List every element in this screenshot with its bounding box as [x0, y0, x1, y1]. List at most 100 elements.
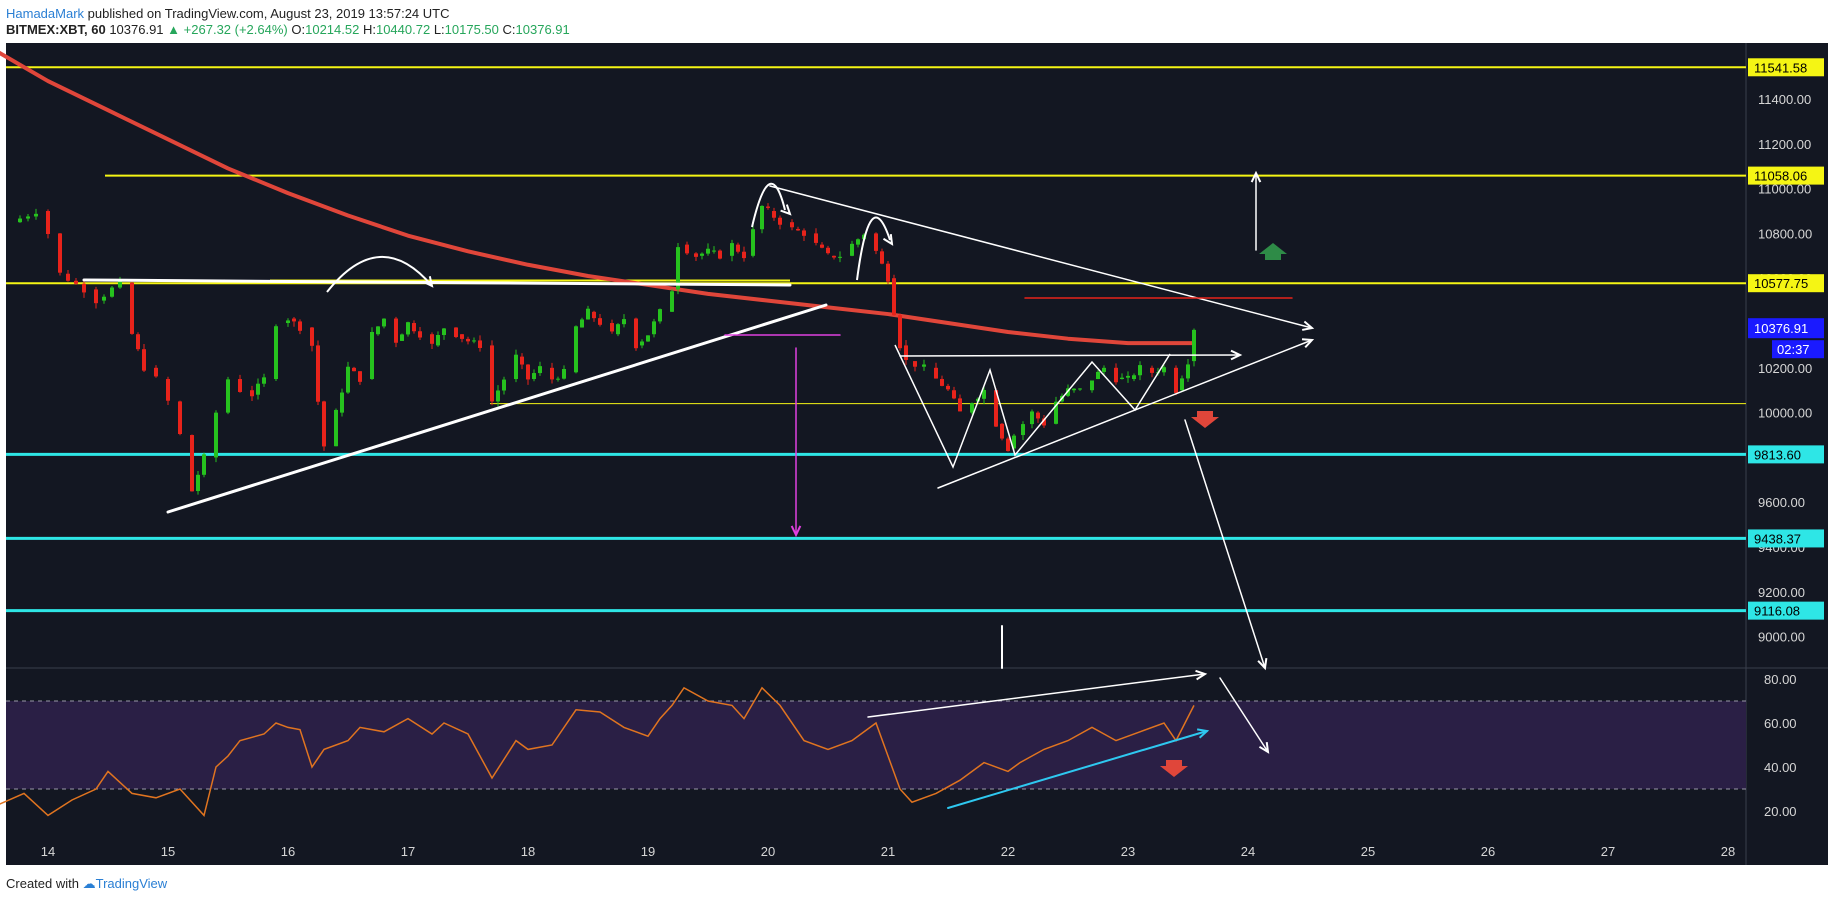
target-down-arrow [1184, 419, 1266, 669]
candles-group [18, 203, 1196, 495]
candle-up [622, 319, 626, 325]
price-tick-label-1: 11200.00 [1758, 137, 1811, 152]
candle-up [436, 335, 440, 346]
candle-down [66, 273, 70, 281]
candle-up [580, 319, 584, 328]
top-arc-2 [856, 216, 891, 281]
tradingview-logo-icon[interactable]: ☁ [82, 876, 96, 891]
close-key: C: [502, 22, 516, 37]
published-text: published on TradingView.com, August 23,… [87, 6, 450, 21]
time-tick-label-14: 28 [1721, 844, 1735, 859]
candle-down [904, 345, 908, 360]
candle-up [970, 403, 974, 413]
candle-up [712, 250, 716, 252]
candle-down [352, 367, 356, 372]
up-arrow-icon: ▲ [167, 22, 181, 37]
time-tick-label-9: 23 [1121, 844, 1135, 859]
range-line-head [1230, 349, 1243, 361]
symbol-label: BITMEX:XBT, 60 [6, 22, 106, 37]
price-tick-label-12: 9000.00 [1758, 630, 1805, 645]
level-tag-label-3: 9813.60 [1754, 447, 1801, 462]
time-tick-label-8: 22 [1001, 844, 1015, 859]
candle-up [1021, 424, 1025, 436]
rsi-divergence-top-head [1195, 669, 1208, 681]
candle-up [982, 390, 986, 399]
time-tick-label-6: 20 [761, 844, 775, 859]
candle-up [838, 256, 842, 258]
candle-up [118, 279, 122, 288]
candle-up [706, 248, 710, 254]
candle-up [1090, 380, 1094, 391]
candle-up [1078, 388, 1082, 390]
candle-up [382, 318, 386, 327]
candle-up [274, 326, 278, 380]
candle-up [700, 253, 704, 256]
publish-info: HamadaMark published on TradingView.com,… [6, 6, 450, 22]
author-link[interactable]: HamadaMark [6, 6, 85, 21]
level-tag-label-5: 9116.08 [1754, 604, 1800, 619]
candle-down [796, 228, 800, 231]
time-tick-label-13: 27 [1601, 844, 1615, 859]
candle-down [74, 280, 78, 284]
candle-down [520, 356, 524, 365]
rsi-red-down-arrow-icon [1160, 760, 1188, 777]
candle-down [814, 233, 818, 243]
target-down-arrow-head [1257, 657, 1268, 671]
candle-up [214, 412, 218, 458]
time-tick-label-12: 26 [1481, 844, 1495, 859]
magenta-down-arrow-head [790, 525, 802, 538]
candle-down [898, 315, 902, 349]
candle-down [322, 401, 326, 447]
pattern-zigzag [894, 344, 1171, 469]
candle-up [1192, 329, 1196, 362]
candle-up [346, 366, 350, 393]
candle-up [196, 474, 200, 492]
candle-down [880, 251, 884, 264]
candle-up [502, 379, 506, 391]
candle-down [598, 318, 602, 325]
candle-down [310, 327, 314, 346]
countdown-tag [1772, 340, 1824, 359]
level-tag-1 [1748, 166, 1824, 185]
price-tick-label-7: 10000.00 [1758, 406, 1812, 421]
candle-down [826, 247, 830, 254]
tradingview-brand[interactable]: TradingView [95, 876, 168, 891]
low-key: L: [433, 22, 445, 37]
candle-down [82, 283, 86, 293]
candle-down [478, 340, 482, 348]
level-tag-label-2: 10577.75 [1754, 276, 1808, 291]
last-price-tag-label: 10376.91 [1754, 321, 1808, 336]
candle-down [430, 334, 434, 344]
candle-down [832, 255, 836, 258]
candle-down [958, 398, 962, 412]
low-value: 10175.50 [444, 22, 499, 37]
candle-up [340, 392, 344, 413]
change-text: +267.32 (+2.64%) [183, 22, 288, 37]
candle-down [994, 390, 998, 427]
candle-up [496, 390, 500, 402]
time-tick-label-3: 17 [401, 844, 415, 859]
candle-down [820, 244, 824, 248]
candle-up [574, 326, 578, 373]
rsi-divergence-bottom-head [1196, 728, 1210, 739]
symbol-info: BITMEX:XBT, 60 10376.91 ▲ +267.32 (+2.64… [6, 22, 570, 38]
rsi-down-arrow-head [1258, 741, 1270, 754]
rsi-line [0, 686, 1195, 817]
candle-down [130, 282, 134, 334]
target-up-arrow-head [1250, 170, 1262, 183]
candle-down [460, 334, 464, 339]
candle-down [154, 367, 158, 377]
candle-down [1042, 418, 1046, 426]
level-tag-2 [1748, 274, 1824, 293]
candle-up [1126, 375, 1130, 378]
high-key: H: [362, 22, 376, 37]
candle-up [442, 328, 446, 336]
time-tick-label-11: 25 [1361, 844, 1375, 859]
rsi-divergence-top [867, 673, 1206, 718]
candle-down [250, 390, 254, 397]
candle-up [1120, 377, 1124, 380]
candle-up [376, 326, 380, 335]
candle-up [1096, 371, 1100, 380]
time-axis [6, 833, 1746, 865]
